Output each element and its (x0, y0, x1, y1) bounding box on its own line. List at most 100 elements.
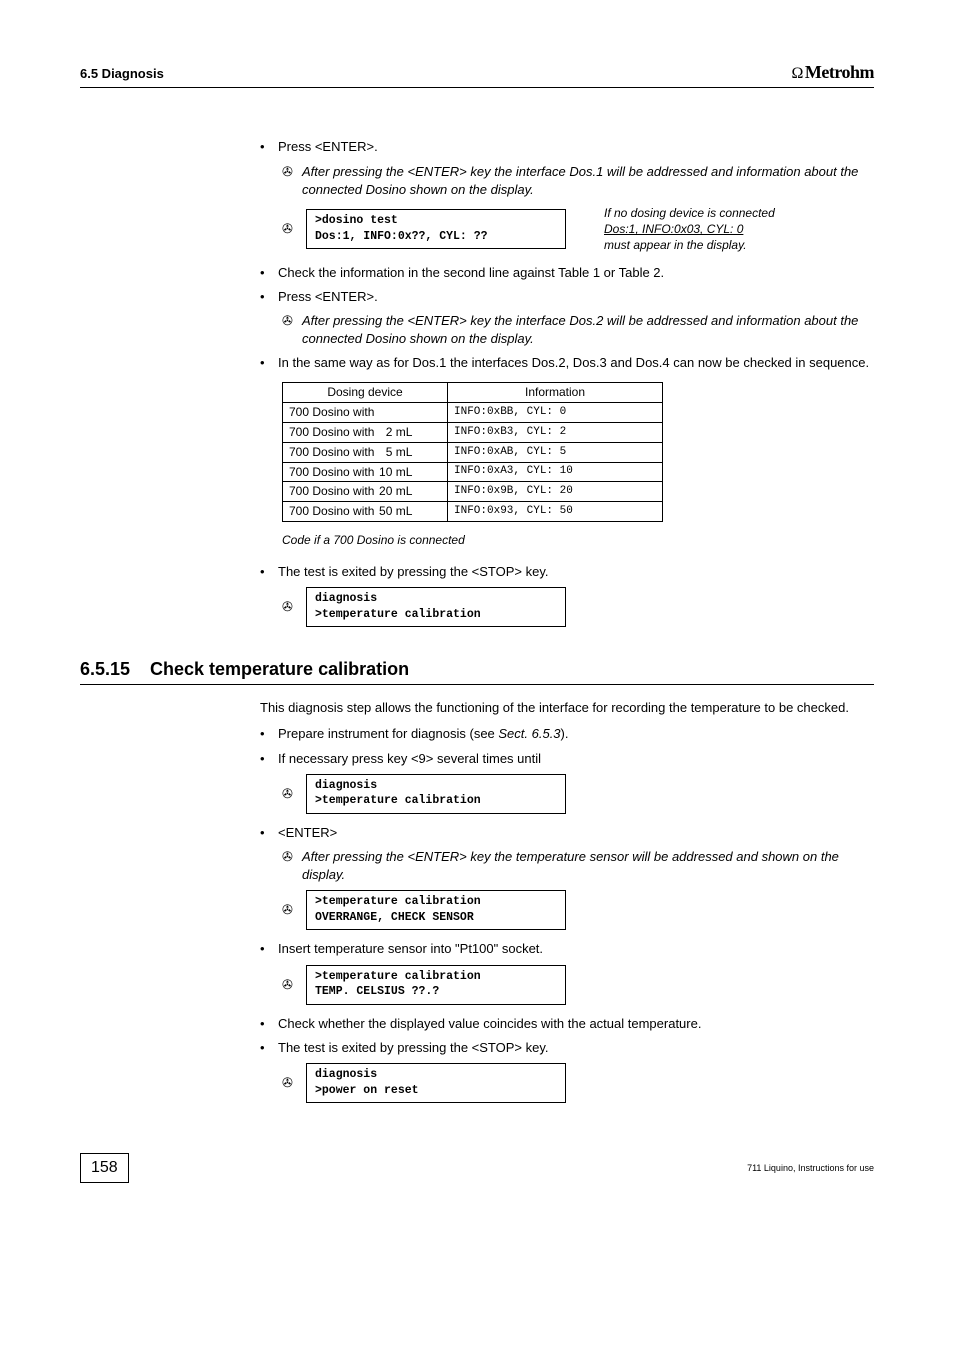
bullet-item: • Insert temperature sensor into "Pt100"… (260, 940, 874, 958)
intro-text: This diagnosis step allows the functioni… (260, 699, 874, 717)
display-line: >dosino test (315, 213, 557, 229)
table-row: 700 Dosino with2 mLINFO:0xB3, CYL: 2 (283, 423, 663, 443)
bullet-text: <ENTER> (278, 824, 874, 842)
display-row: ✇ >temperature calibration OVERRANGE, CH… (282, 890, 874, 930)
bullet-dot: • (260, 563, 278, 581)
bullet-item: • If necessary press key <9> several tim… (260, 750, 874, 768)
display-line: diagnosis (315, 1067, 557, 1083)
table-header: Information (448, 383, 663, 403)
bullet-text: If necessary press key <9> several times… (278, 750, 874, 768)
lcd-display: diagnosis >temperature calibration (306, 774, 566, 814)
arrow-icon: ✇ (282, 785, 298, 803)
section-number: 6.5.15 (80, 657, 150, 682)
bullet-dot: • (260, 1039, 278, 1057)
bullet-item: • Press <ENTER>. (260, 288, 874, 306)
arrow-icon: ✇ (282, 220, 298, 238)
display-line: >temperature calibration (315, 607, 557, 623)
bullet-dot: • (260, 824, 278, 842)
table-cell: INFO:0xAB, CYL: 5 (448, 442, 663, 462)
table-cell: 700 Dosino with2 mL (283, 423, 448, 443)
display-line: TEMP. CELSIUS ??.? (315, 984, 557, 1000)
bullet-dot: • (260, 725, 278, 743)
bullet-item: • Check the information in the second li… (260, 264, 874, 282)
display-line: >power on reset (315, 1083, 557, 1099)
bullet-item: • The test is exited by pressing the <ST… (260, 1039, 874, 1057)
bullet-dot: • (260, 264, 278, 282)
arrow-icon: ✇ (282, 976, 298, 994)
bullet-text: The test is exited by pressing the <STOP… (278, 563, 874, 581)
table-row: 700 Dosino with5 mLINFO:0xAB, CYL: 5 (283, 442, 663, 462)
display-note: If no dosing device is connected Dos:1, … (604, 205, 775, 254)
bullet-item: • <ENTER> (260, 824, 874, 842)
bullet-item: • Press <ENTER>. (260, 138, 874, 156)
bullet-text: Insert temperature sensor into "Pt100" s… (278, 940, 874, 958)
section-title: Check temperature calibration (150, 657, 409, 682)
brand-name: Metrohm (805, 62, 874, 82)
display-line: >temperature calibration (315, 793, 557, 809)
bullet-item: • Prepare instrument for diagnosis (see … (260, 725, 874, 743)
bullet-text: Prepare instrument for diagnosis (see Se… (278, 725, 874, 743)
bullet-text: Check the information in the second line… (278, 264, 874, 282)
section-rule (80, 684, 874, 685)
table-header-row: Dosing device Information (283, 383, 663, 403)
bullet-dot: • (260, 288, 278, 306)
bullet-dot: • (260, 750, 278, 768)
table-row: 700 Dosino with10 mLINFO:0xA3, CYL: 10 (283, 462, 663, 482)
bullet-text: Press <ENTER>. (278, 138, 874, 156)
page-footer: 158 711 Liquino, Instructions for use (80, 1153, 874, 1183)
lcd-display: >dosino test Dos:1, INFO:0x??, CYL: ?? (306, 209, 566, 249)
page-number: 158 (80, 1153, 129, 1183)
table-cell: INFO:0xBB, CYL: 0 (448, 403, 663, 423)
table-header: Dosing device (283, 383, 448, 403)
display-line: diagnosis (315, 591, 557, 607)
note-line: Dos:1, INFO:0x03, CYL: 0 (604, 221, 775, 237)
display-line: >temperature calibration (315, 894, 557, 910)
table-row: 700 Dosino with20 mLINFO:0x9B, CYL: 20 (283, 482, 663, 502)
brand-icon: Ω (791, 65, 802, 82)
display-row: ✇ >dosino test Dos:1, INFO:0x??, CYL: ??… (282, 205, 874, 254)
arrow-icon: ✇ (282, 598, 298, 616)
display-line: diagnosis (315, 778, 557, 794)
table-cell: 700 Dosino with (283, 403, 448, 423)
table-cell: 700 Dosino with10 mL (283, 462, 448, 482)
sub-item: ✇ After pressing the <ENTER> key the int… (282, 312, 874, 348)
bullet-item: • Check whether the displayed value coin… (260, 1015, 874, 1033)
footer-doc-title: 711 Liquino, Instructions for use (747, 1162, 874, 1175)
display-row: ✇ >temperature calibration TEMP. CELSIUS… (282, 965, 874, 1005)
display-row: ✇ diagnosis >power on reset (282, 1063, 874, 1103)
section-content: This diagnosis step allows the functioni… (260, 699, 874, 1103)
table-caption: Code if a 700 Dosino is connected (282, 532, 874, 549)
bullet-dot: • (260, 354, 278, 372)
lcd-display: diagnosis >power on reset (306, 1063, 566, 1103)
note-line: If no dosing device is connected (604, 205, 775, 221)
sub-item: ✇ After pressing the <ENTER> key the tem… (282, 848, 874, 884)
display-line: OVERRANGE, CHECK SENSOR (315, 910, 557, 926)
sub-text: After pressing the <ENTER> key the inter… (302, 312, 874, 348)
bullet-item: • The test is exited by pressing the <ST… (260, 563, 874, 581)
section-heading: 6.5.15 Check temperature calibration (80, 657, 874, 682)
brand-logo: ΩMetrohm (791, 60, 874, 85)
table-cell: 700 Dosino with50 mL (283, 502, 448, 522)
display-line: Dos:1, INFO:0x??, CYL: ?? (315, 229, 557, 245)
bullet-dot: • (260, 138, 278, 156)
main-content: • Press <ENTER>. ✇ After pressing the <E… (260, 138, 874, 627)
table-cell: 700 Dosino with20 mL (283, 482, 448, 502)
sub-text: After pressing the <ENTER> key the tempe… (302, 848, 874, 884)
page-header: 6.5 Diagnosis ΩMetrohm (80, 60, 874, 88)
arrow-icon: ✇ (282, 848, 302, 884)
bullet-item: • In the same way as for Dos.1 the inter… (260, 354, 874, 372)
table-cell: 700 Dosino with5 mL (283, 442, 448, 462)
arrow-icon: ✇ (282, 312, 302, 348)
table-row: 700 Dosino with50 mLINFO:0x93, CYL: 50 (283, 502, 663, 522)
lcd-display: >temperature calibration TEMP. CELSIUS ?… (306, 965, 566, 1005)
table-cell: INFO:0x93, CYL: 50 (448, 502, 663, 522)
display-line: >temperature calibration (315, 969, 557, 985)
table-cell: INFO:0xB3, CYL: 2 (448, 423, 663, 443)
header-section-label: 6.5 Diagnosis (80, 65, 164, 83)
bullet-text: In the same way as for Dos.1 the interfa… (278, 354, 874, 372)
lcd-display: >temperature calibration OVERRANGE, CHEC… (306, 890, 566, 930)
table-row: 700 Dosino withINFO:0xBB, CYL: 0 (283, 403, 663, 423)
bullet-dot: • (260, 1015, 278, 1033)
table-cell: INFO:0xA3, CYL: 10 (448, 462, 663, 482)
dosing-table: Dosing device Information 700 Dosino wit… (282, 382, 663, 522)
